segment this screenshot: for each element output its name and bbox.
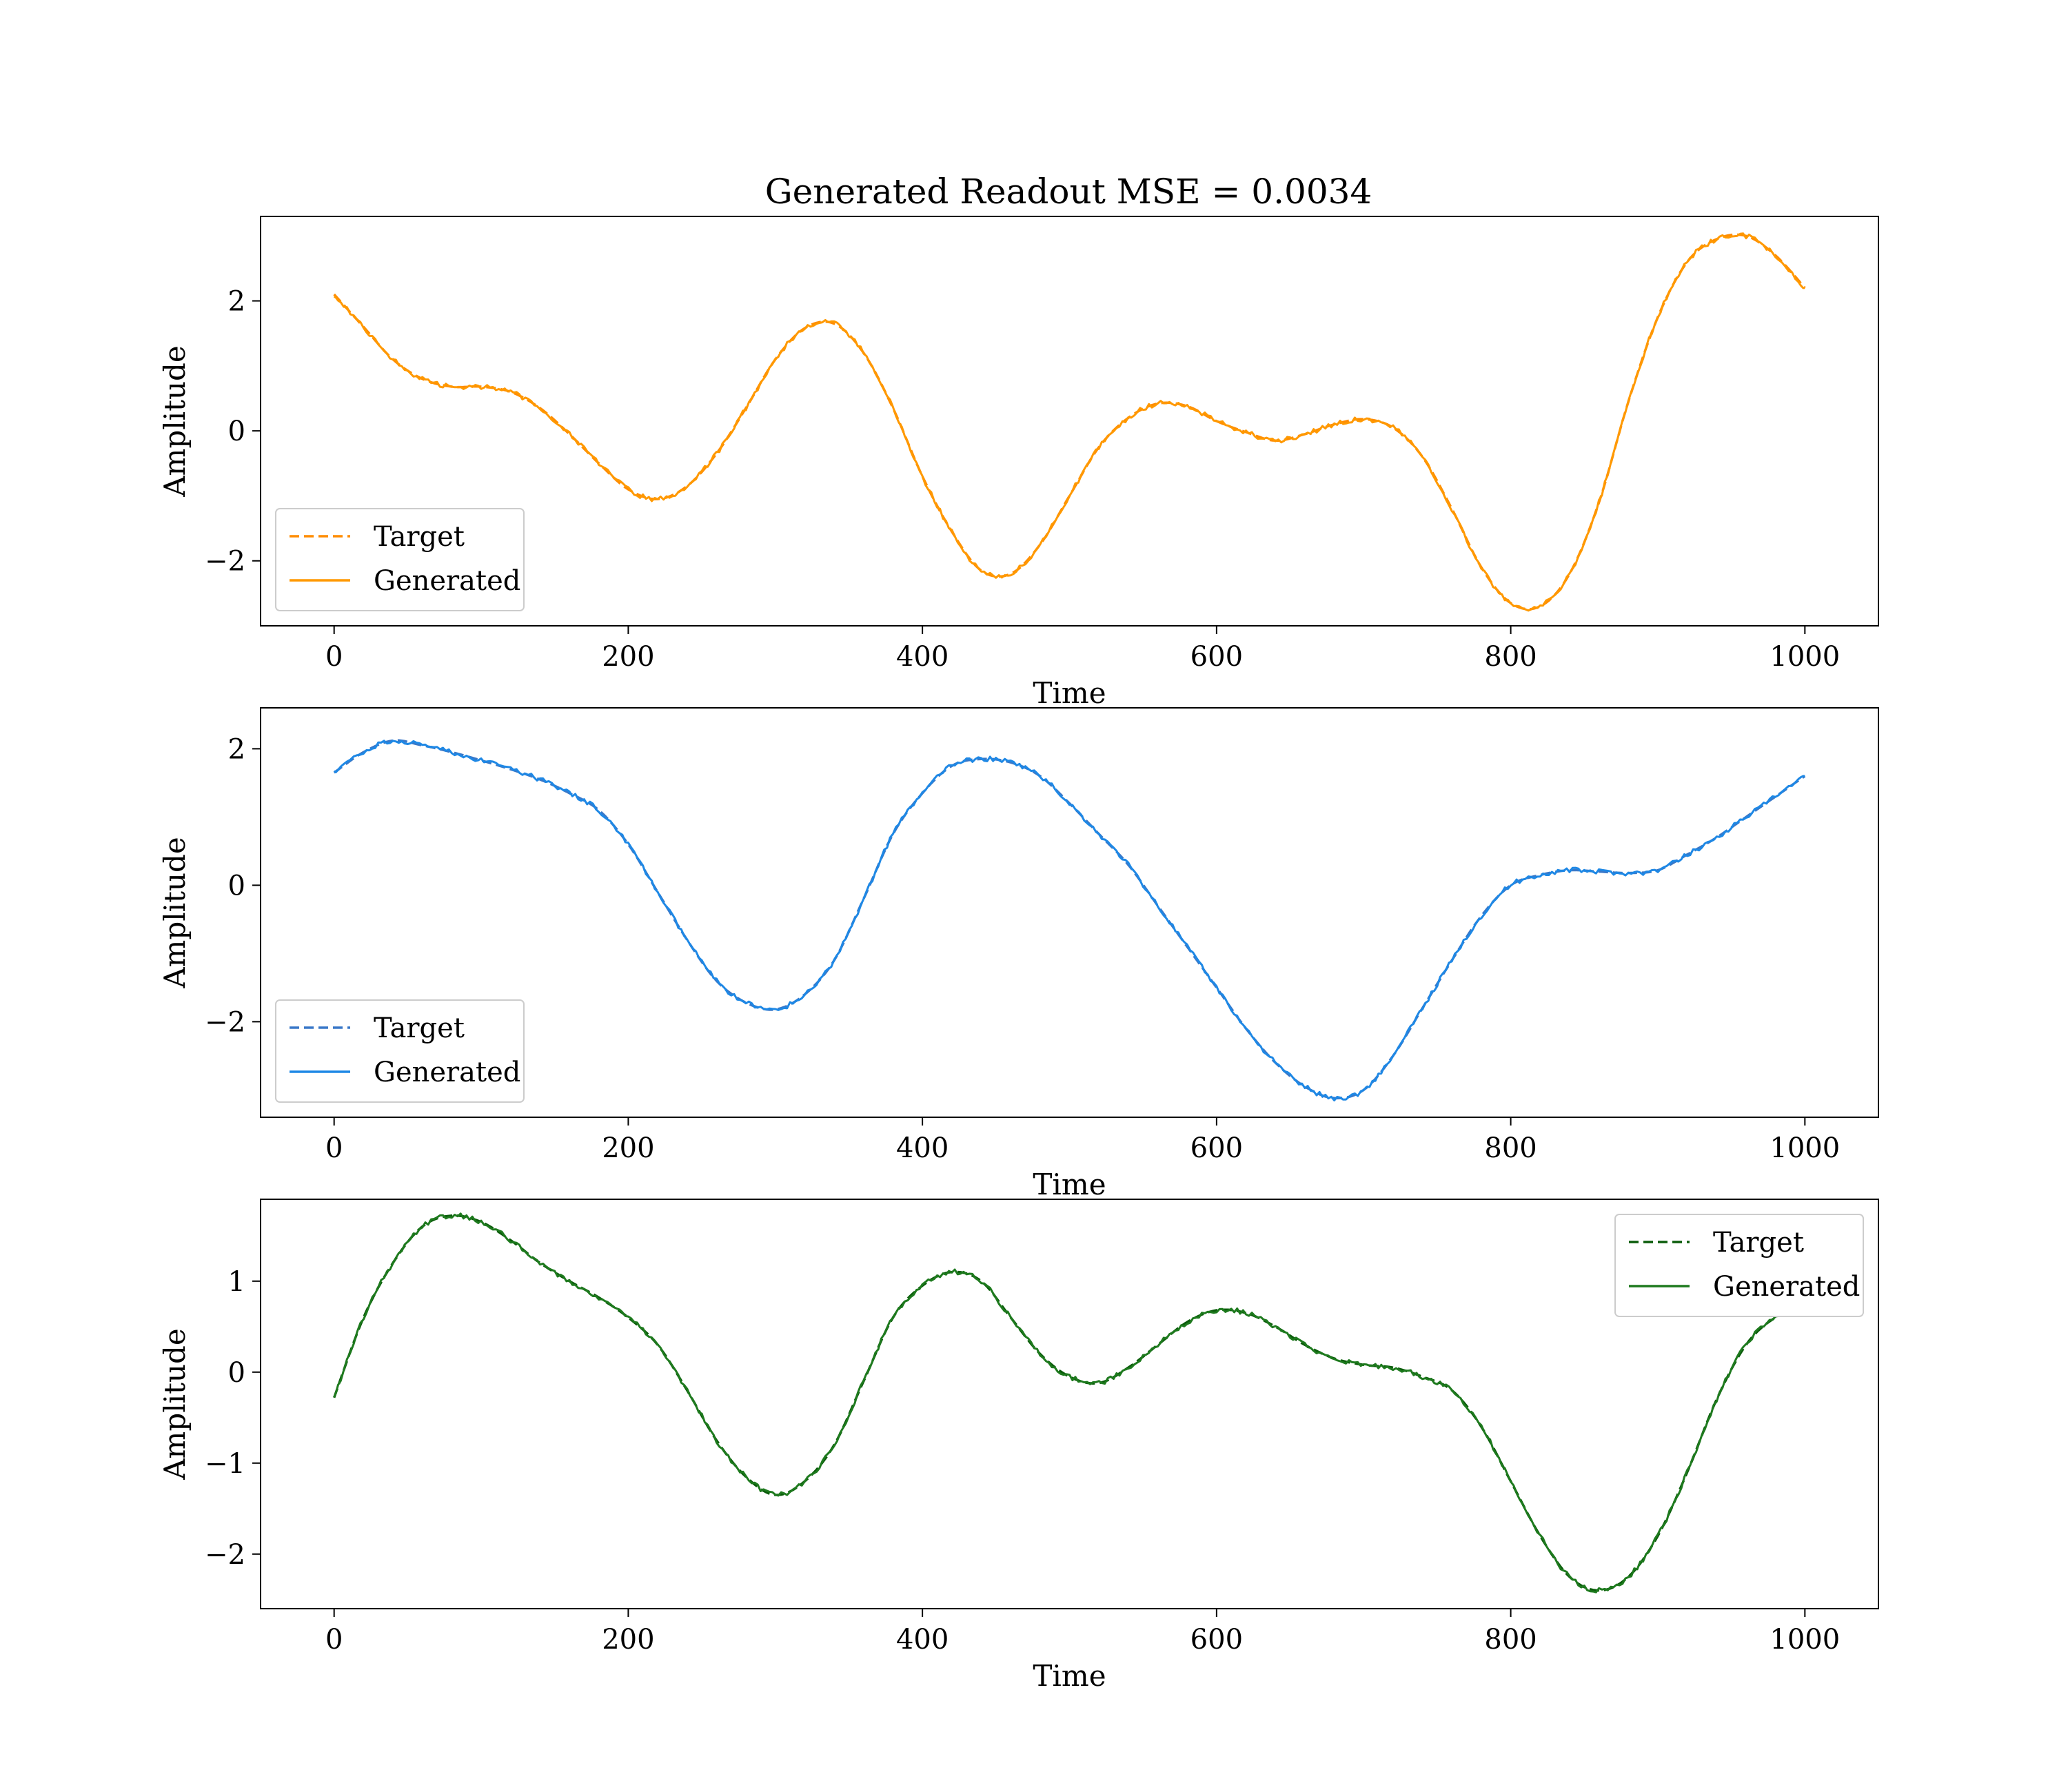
x-tick-label: 400 [896, 1132, 949, 1164]
chart-panel-2: 0 200 400 600 800 1000 −2 0 2 Time Amplitude Target… [158, 707, 1879, 1201]
series-line-generated [333, 740, 1805, 1101]
x-tick-label: 400 [896, 641, 949, 673]
x-tick-label: 1000 [1770, 1132, 1840, 1164]
x-tick-label: 400 [896, 1624, 949, 1656]
y-tick-label: −2 [205, 1006, 245, 1038]
y-tick-label: 0 [228, 1357, 245, 1389]
x-tick-label: 0 [325, 1132, 343, 1164]
legend-label-generated: Generated [1713, 1271, 1860, 1303]
series-line-target [333, 233, 1806, 611]
figure-title: Generated Readout MSE = 0.0034 [765, 172, 1372, 212]
legend-box [275, 508, 525, 611]
x-axis-label: Time [1033, 1168, 1106, 1201]
legend-box [1614, 1214, 1864, 1317]
y-tick-label: 2 [228, 733, 245, 765]
chart-panel-1: 0 200 400 600 800 1000 −2 0 2 Time Amplitude Target… [158, 216, 1879, 710]
legend-label-target: Target [1713, 1227, 1804, 1259]
x-axis-label: Time [1033, 1659, 1106, 1693]
axes-frame [260, 707, 1879, 1118]
x-tick-label: 800 [1484, 641, 1537, 673]
legend: Target Generated [275, 508, 525, 611]
x-tick-label: 200 [602, 641, 654, 673]
axes-frame [260, 216, 1879, 627]
y-tick-label: −2 [205, 546, 245, 578]
series-line-target [333, 739, 1806, 1100]
y-tick-label: −1 [205, 1448, 245, 1480]
x-tick-label: 600 [1190, 1132, 1243, 1164]
series-line-generated [333, 232, 1805, 612]
x-tick-label: 0 [325, 641, 343, 673]
x-tick-label: 800 [1484, 1132, 1537, 1164]
x-tick-label: 0 [325, 1624, 343, 1656]
y-tick-label: 1 [228, 1266, 245, 1298]
x-tick-label: 1000 [1770, 1624, 1840, 1656]
x-tick-label: 200 [602, 1624, 654, 1656]
legend-label-target: Target [374, 521, 465, 553]
x-axis-label: Time [1033, 676, 1106, 710]
x-tick-label: 1000 [1770, 641, 1840, 673]
y-tick-label: 0 [228, 416, 245, 447]
x-tick-label: 600 [1190, 1624, 1243, 1656]
y-axis-label: Amplitude [158, 837, 192, 989]
y-axis-label: Amplitude [158, 1328, 192, 1480]
legend-label-generated: Generated [374, 565, 520, 597]
axes-frame [260, 1199, 1879, 1609]
legend: Target Generated [275, 999, 525, 1103]
chart-panel-3: 0 200 400 600 800 1000 −2 −1 0 1 Time Amplitude Targ… [158, 1199, 1879, 1693]
series-line-generated [333, 1212, 1805, 1594]
x-tick-label: 600 [1190, 641, 1243, 673]
x-tick-label: 800 [1484, 1624, 1537, 1656]
y-axis-label: Amplitude [158, 345, 192, 498]
legend-box [275, 999, 525, 1103]
legend-label-generated: Generated [374, 1057, 520, 1088]
legend-label-target: Target [374, 1012, 465, 1044]
legend: Target Generated [1614, 1214, 1864, 1317]
y-tick-label: −2 [205, 1539, 245, 1571]
y-tick-label: 2 [228, 286, 245, 318]
panels: 0 200 400 600 800 1000−202TimeAmplitudeTarget… [158, 216, 1879, 1693]
x-tick-label: 200 [602, 1132, 654, 1164]
y-tick-label: 0 [228, 870, 245, 902]
